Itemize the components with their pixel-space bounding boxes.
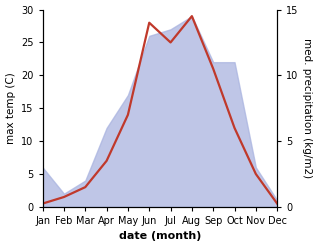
- Y-axis label: max temp (C): max temp (C): [5, 72, 16, 144]
- X-axis label: date (month): date (month): [119, 231, 201, 242]
- Y-axis label: med. precipitation (kg/m2): med. precipitation (kg/m2): [302, 38, 313, 178]
